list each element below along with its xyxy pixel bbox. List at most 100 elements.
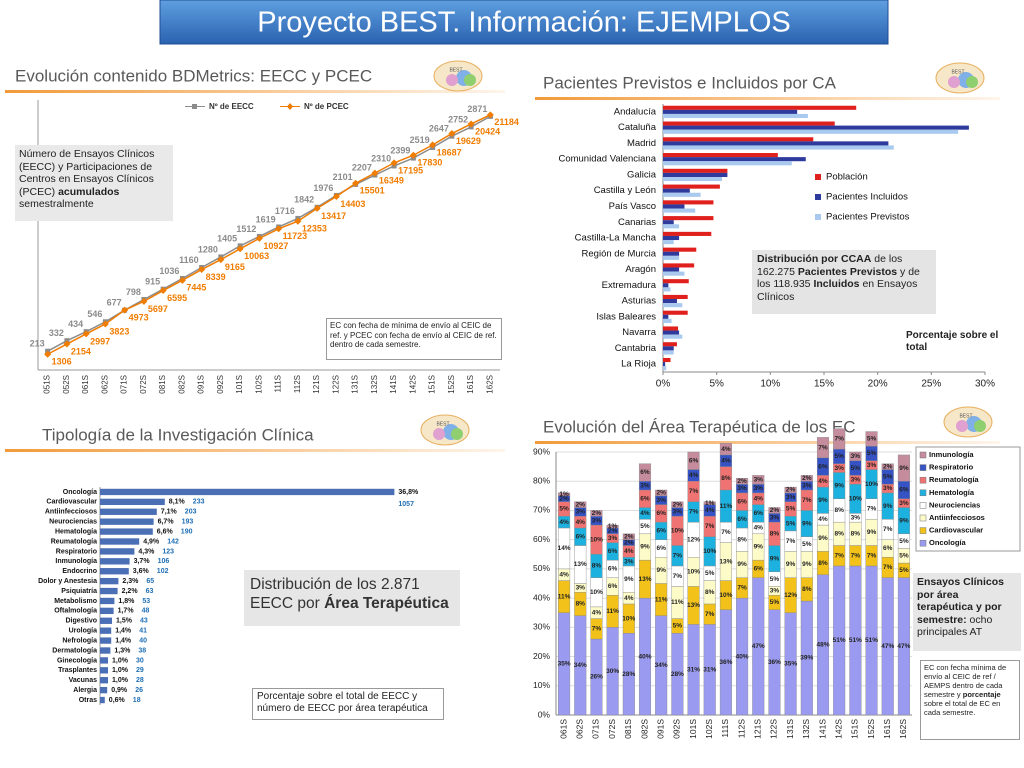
legend-marker — [919, 464, 927, 471]
bar — [663, 204, 685, 209]
legend-label: Oncología — [929, 538, 966, 547]
data-label: 4% — [592, 609, 602, 616]
bar — [663, 303, 683, 308]
x-tick-label: 092S — [672, 719, 682, 739]
y-tick-label: Cantabria — [615, 343, 657, 354]
x-tick-label: 081S — [158, 375, 167, 394]
data-label: 8% — [592, 563, 602, 570]
data-label: 5% — [834, 453, 844, 460]
legend-label: Población — [826, 172, 868, 183]
bar — [663, 342, 677, 347]
bar — [100, 498, 165, 506]
data-label: 8% — [770, 531, 780, 538]
data-label: 5% — [673, 623, 683, 630]
x-tick-label: 081S — [623, 719, 633, 739]
marker — [140, 297, 148, 305]
data-label: 6% — [656, 545, 666, 552]
x-tick-label: 5% — [709, 379, 724, 390]
x-tick-label: 15% — [814, 379, 834, 390]
data-label: 6% — [689, 457, 699, 464]
bar — [663, 283, 669, 288]
data-label: 21184 — [494, 117, 519, 127]
logo-dot — [446, 74, 458, 86]
annotation: Porcentaje sobre el total de EECC y núme… — [252, 688, 444, 720]
data-label: 5% — [883, 474, 893, 481]
logo-text: BEST — [959, 413, 972, 419]
data-label: 4,9% — [143, 538, 160, 545]
data-label: 8% — [705, 589, 715, 596]
data-label: 20424 — [475, 126, 500, 136]
data-label: 11% — [720, 503, 733, 510]
count-label: 190 — [181, 528, 193, 535]
bar — [663, 310, 688, 315]
data-label: 10% — [719, 592, 732, 599]
data-label: 8% — [576, 601, 586, 608]
x-tick-label: 151S — [428, 375, 437, 394]
data-label: 3% — [867, 462, 877, 469]
y-tick-label: Neurociencias — [49, 519, 97, 526]
data-label: 5% — [899, 538, 909, 545]
annotation-text: Porcentaje sobre el total de EECC y núme… — [257, 691, 428, 714]
data-label: 1,0% — [112, 657, 129, 664]
data-label: 30% — [606, 668, 619, 675]
bar — [663, 161, 792, 166]
logo-dot — [956, 420, 968, 432]
data-label: 8% — [851, 531, 861, 538]
data-label: 31% — [703, 666, 716, 673]
data-label: 798 — [126, 287, 141, 297]
data-label: 3% — [576, 509, 586, 516]
marker — [486, 111, 494, 119]
data-label: 11% — [671, 599, 684, 606]
marker — [44, 350, 52, 358]
x-tick-label: 20% — [868, 379, 888, 390]
data-label: 5% — [899, 552, 909, 559]
data-label: 1405 — [217, 233, 237, 243]
y-tick-label: Dolor y Anestesia — [38, 578, 97, 585]
data-label: 5% — [559, 506, 569, 513]
data-label: 9% — [624, 576, 634, 583]
bar — [663, 287, 671, 292]
y-tick-label: Urología — [69, 628, 97, 635]
x-tick-label: 091S — [197, 375, 206, 394]
data-label: 434 — [68, 319, 83, 329]
bar — [100, 577, 119, 585]
x-tick-label: 132S — [801, 719, 811, 739]
data-label: 7% — [689, 509, 699, 516]
data-label: 40% — [638, 653, 651, 660]
slide-title: Proyecto BEST. Información: EJEMPLOS — [257, 7, 790, 39]
data-label: 6% — [640, 495, 650, 502]
data-label: 6,6% — [157, 528, 174, 535]
data-label: 5% — [705, 570, 715, 577]
data-label: 13% — [687, 602, 700, 609]
data-label: 6% — [737, 516, 747, 523]
data-label: 8% — [818, 560, 828, 567]
annotation-text: EC con fecha mínima de envío al CEIC de … — [924, 663, 1007, 699]
data-label: 332 — [49, 328, 64, 338]
bar — [663, 330, 680, 335]
bar-segment — [865, 431, 878, 447]
data-label: 51% — [849, 637, 862, 644]
data-label: 0,9% — [111, 687, 128, 694]
data-label: 4% — [640, 510, 650, 517]
bar — [100, 587, 118, 595]
data-label: 4% — [705, 507, 715, 514]
bar — [663, 125, 969, 130]
data-label: 2,3% — [122, 578, 139, 585]
bar-segment — [849, 451, 862, 461]
data-label: 5% — [770, 599, 780, 606]
data-label: 1% — [608, 523, 618, 530]
bar — [100, 617, 112, 624]
x-tick-label: 30% — [975, 379, 995, 390]
data-label: 2207 — [352, 162, 372, 172]
data-label: 9% — [754, 544, 764, 551]
data-label: 9% — [818, 535, 828, 542]
x-tick-label: 131S — [351, 375, 360, 394]
data-label: 5697 — [148, 304, 168, 314]
legend-marker — [919, 451, 927, 459]
bar — [663, 109, 798, 114]
y-tick-label: La Rioja — [621, 359, 657, 370]
annotation-text: acumulados — [58, 185, 120, 198]
legend-label: Pacientes Previstos — [826, 212, 910, 223]
data-label: 10063 — [244, 251, 269, 261]
count-label: 29 — [136, 667, 144, 674]
